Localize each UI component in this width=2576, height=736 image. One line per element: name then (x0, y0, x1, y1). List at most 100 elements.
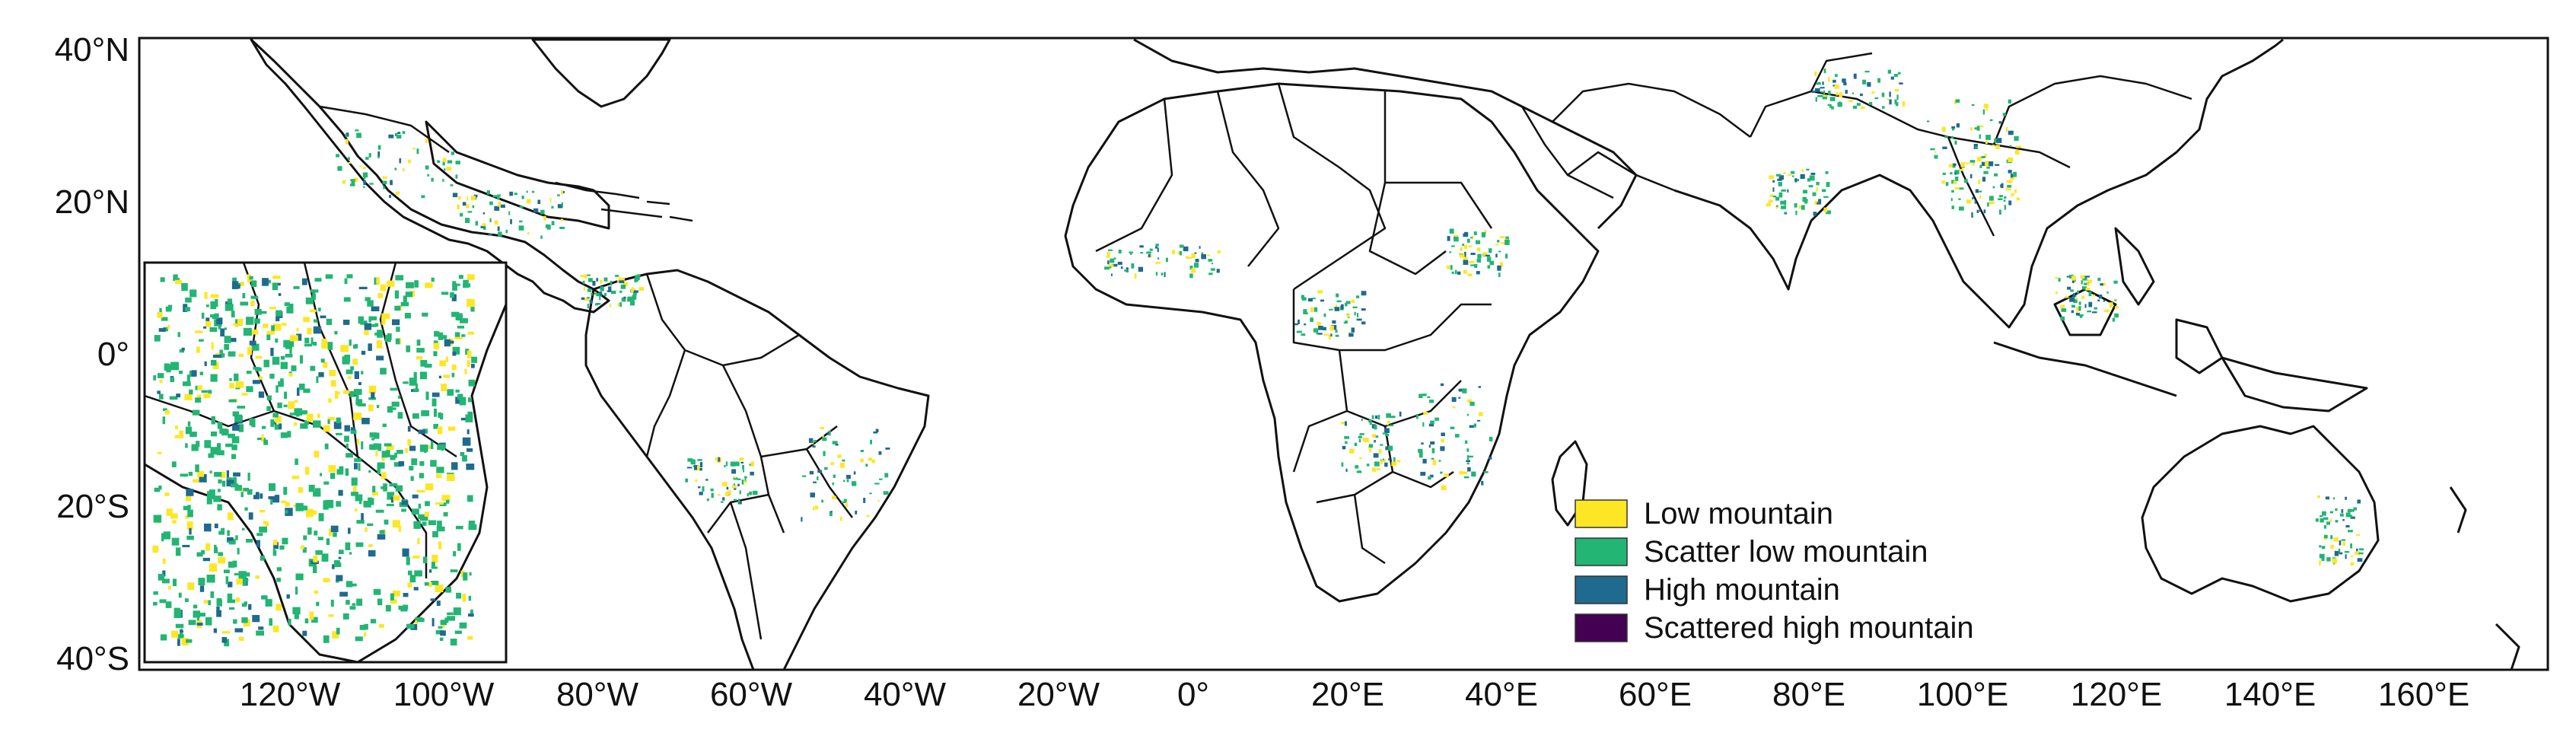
inset-mountain-patch (349, 339, 352, 346)
mountain-patch (1806, 168, 1810, 170)
inset-mountain-patch (292, 607, 301, 615)
inset-mountain-patch (377, 598, 383, 606)
mountain-patch (1476, 258, 1482, 263)
inset-mountain-patch (374, 333, 377, 336)
inset-mountain-patch (336, 469, 344, 475)
mountain-patch (402, 131, 406, 134)
mountain-patch (389, 195, 391, 199)
mountain-patch (2114, 313, 2119, 318)
mountain-patch (873, 431, 877, 434)
inset-mountain-patch (247, 473, 250, 481)
mountain-patch (1374, 425, 1377, 429)
mountain-patch (1476, 271, 1480, 275)
mountain-patch (594, 292, 597, 295)
mountain-patch (2320, 515, 2323, 518)
inset-mountain-patch (350, 583, 357, 587)
inset-mountain-patch (330, 380, 336, 387)
mountain-patch (1783, 171, 1786, 174)
inset-mountain-patch (285, 502, 290, 507)
mountain-patch (2071, 310, 2074, 314)
mountain-patch (1129, 251, 1133, 253)
mountain-patch (1966, 199, 1972, 204)
mountain-patch (2066, 276, 2070, 278)
inset-mountain-patch (390, 599, 397, 604)
inset-mountain-patch (354, 389, 362, 395)
inset-mountain-patch (174, 435, 183, 438)
mountain-patch (868, 457, 872, 461)
inset-mountain-patch (234, 373, 239, 381)
inset-mountain-patch (424, 363, 432, 368)
inset-mountain-patch (318, 307, 321, 312)
mountain-patch (1794, 178, 1797, 183)
inset-mountain-patch (272, 548, 275, 553)
inset-mountain-patch (285, 510, 288, 514)
mountain-patch (1189, 266, 1193, 270)
mountain-patch (1320, 299, 1324, 302)
mountain-patch (1124, 269, 1129, 272)
mountain-patch (1423, 412, 1428, 416)
mountain-patch (1828, 76, 1830, 82)
mountain-patch (1813, 212, 1817, 216)
inset-mountain-patch (172, 578, 177, 587)
inset-mountain-patch (377, 443, 382, 451)
mountain-patch (1476, 247, 1481, 252)
mountain-patch (1976, 126, 1980, 131)
mountain-patch (731, 469, 737, 474)
mountain-patch (1989, 201, 1995, 205)
mountain-patch (353, 177, 358, 182)
inset-mountain-patch (403, 295, 407, 303)
inset-mountain-patch (348, 376, 352, 380)
inset-mountain-patch (196, 441, 200, 448)
inset-mountain-patch (189, 389, 193, 395)
mountain-patch (1431, 448, 1435, 454)
mountain-patch (1972, 197, 1974, 199)
mountain-patch (2115, 306, 2119, 309)
mountain-patch (1348, 333, 1354, 337)
inset-mountain-patch (409, 445, 416, 451)
mountain-patch (1428, 444, 1431, 448)
mountain-patch (824, 467, 828, 470)
inset-mountain-patch (178, 592, 182, 598)
mountain-patch (2330, 535, 2333, 540)
inset-mountain-patch (233, 472, 240, 477)
inset-mountain-patch (338, 556, 342, 559)
inset-mountain-patch (392, 520, 400, 528)
mountain-patch (2341, 539, 2345, 541)
mountain-patch (457, 204, 460, 209)
inset-mountain-patch (293, 505, 297, 508)
inset-mountain-patch (295, 586, 298, 595)
inset-mountain-patch (437, 426, 443, 435)
mountain-patch (1985, 161, 1989, 167)
inset-mountain-patch (451, 462, 458, 470)
mountain-patch (585, 274, 591, 276)
inset-mountain-patch (303, 388, 310, 393)
mountain-patch (425, 165, 429, 170)
inset-mountain-patch (415, 383, 418, 390)
inset-mountain-patch (288, 401, 295, 409)
inset-mountain-patch (338, 489, 343, 496)
mountain-patch (1316, 331, 1319, 335)
inset-mountain-patch (214, 523, 218, 528)
mountain-patch (1451, 397, 1457, 402)
mountain-patch (2342, 519, 2345, 521)
legend-swatch-scattered-high-mountain (1575, 613, 1628, 642)
mountain-patch (584, 274, 587, 279)
inset-mountain-patch (261, 595, 268, 600)
inset-mountain-patch (296, 327, 299, 332)
mountain-patch (1462, 244, 1464, 247)
inset-mountain-patch (385, 604, 391, 612)
mountain-patch (498, 231, 502, 237)
mountain-patch (619, 302, 623, 307)
inset-mountain-patch (368, 550, 376, 557)
lon-label-100w: 100°W (393, 676, 495, 713)
inset-mountain-patch (343, 297, 351, 302)
mountain-patch (1996, 138, 2002, 143)
mountain-patch (1766, 203, 1771, 207)
inset-mountain-patch (227, 530, 230, 536)
inset-mountain-patch (164, 492, 170, 496)
mountain-patch (632, 287, 634, 289)
mountain-patch (1342, 445, 1346, 450)
inset-mountain-patch (358, 382, 361, 385)
inset-mountain-patch (401, 500, 409, 505)
